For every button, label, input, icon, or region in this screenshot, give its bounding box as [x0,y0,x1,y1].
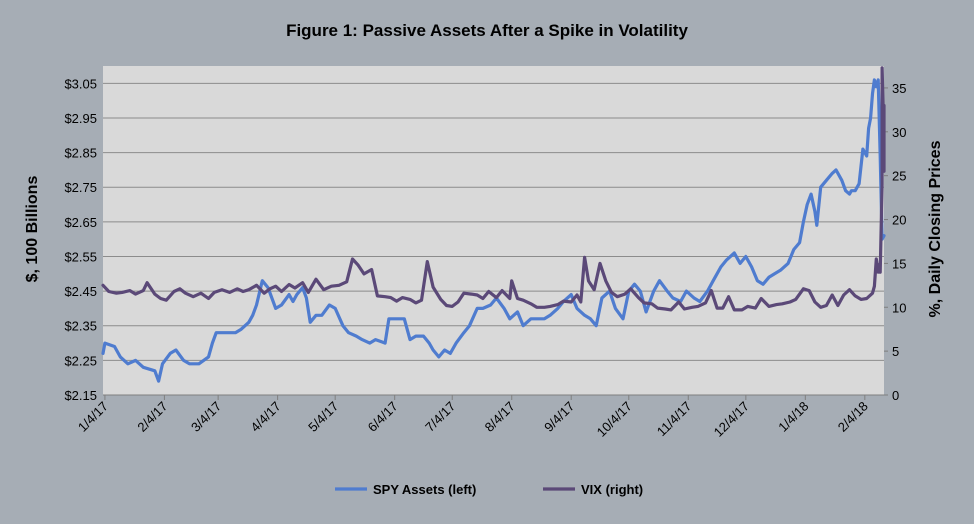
y-left-tick-label: $2.85 [64,146,97,161]
y-left-tick-label: $2.65 [64,215,97,230]
series-lines [101,66,886,383]
y-axis-left-ticks: $2.15 $2.25 $2.35 $2.45 $2.55 $2.65 $2.75 $2.85… [64,76,97,403]
y-axis-right-ticks: 0 5 10 15 20 25 30 35 [884,81,906,403]
x-tick-label: 9/4/17 [541,399,577,435]
x-tick-label: 2/4/18 [835,399,871,435]
x-tick-label: 5/4/17 [305,399,341,435]
y-right-tick-label: 35 [892,81,906,96]
x-tick-label: 8/4/17 [482,399,518,435]
x-tick-label: 1/4/18 [775,399,811,435]
x-tick-label: 6/4/17 [365,399,401,435]
chart-title: Figure 1: Passive Assets After a Spike i… [286,21,688,40]
y-right-tick-label: 10 [892,300,906,315]
y-left-tick-label: $3.05 [64,76,97,91]
y-left-tick-label: $2.55 [64,249,97,264]
x-axis-ticks: 1/4/17 2/4/17 3/4/17 4/4/17 5/4/17 6/4/17 7/4/… [75,395,871,440]
x-tick-label: 7/4/17 [422,399,458,435]
y-right-tick-label: 15 [892,256,906,271]
plot-area [103,66,884,395]
legend-label: VIX (right) [581,482,643,497]
y-right-tick-label: 5 [892,344,899,359]
x-tick-label: 4/4/17 [248,399,284,435]
y-right-tick-label: 0 [892,388,899,403]
y-left-tick-label: $2.15 [64,388,97,403]
series-line-vix [101,66,886,312]
y-right-tick-label: 25 [892,169,906,184]
y-axis-left-label: $, 100 Billions [24,176,41,283]
x-tick-label: 11/4/17 [654,399,695,440]
x-tick-label: 1/4/17 [75,399,111,435]
y-left-tick-label: $2.45 [64,284,97,299]
x-tick-label: 2/4/17 [134,399,170,435]
y-left-tick-label: $2.95 [64,111,97,126]
legend: SPY Assets (left) VIX (right) [335,482,643,497]
y-axis-right-label: %, Daily Closing Prices [927,140,944,317]
y-left-tick-label: $2.35 [64,319,97,334]
y-right-tick-label: 30 [892,125,906,140]
x-tick-label: 3/4/17 [188,399,224,435]
x-tick-label: 12/4/17 [711,399,752,440]
y-right-tick-label: 20 [892,213,906,228]
legend-label: SPY Assets (left) [373,482,476,497]
series-line-spy-assets [101,78,886,383]
y-left-tick-label: $2.75 [64,180,97,195]
x-tick-label: 10/4/17 [594,399,635,440]
y-left-tick-label: $2.25 [64,353,97,368]
